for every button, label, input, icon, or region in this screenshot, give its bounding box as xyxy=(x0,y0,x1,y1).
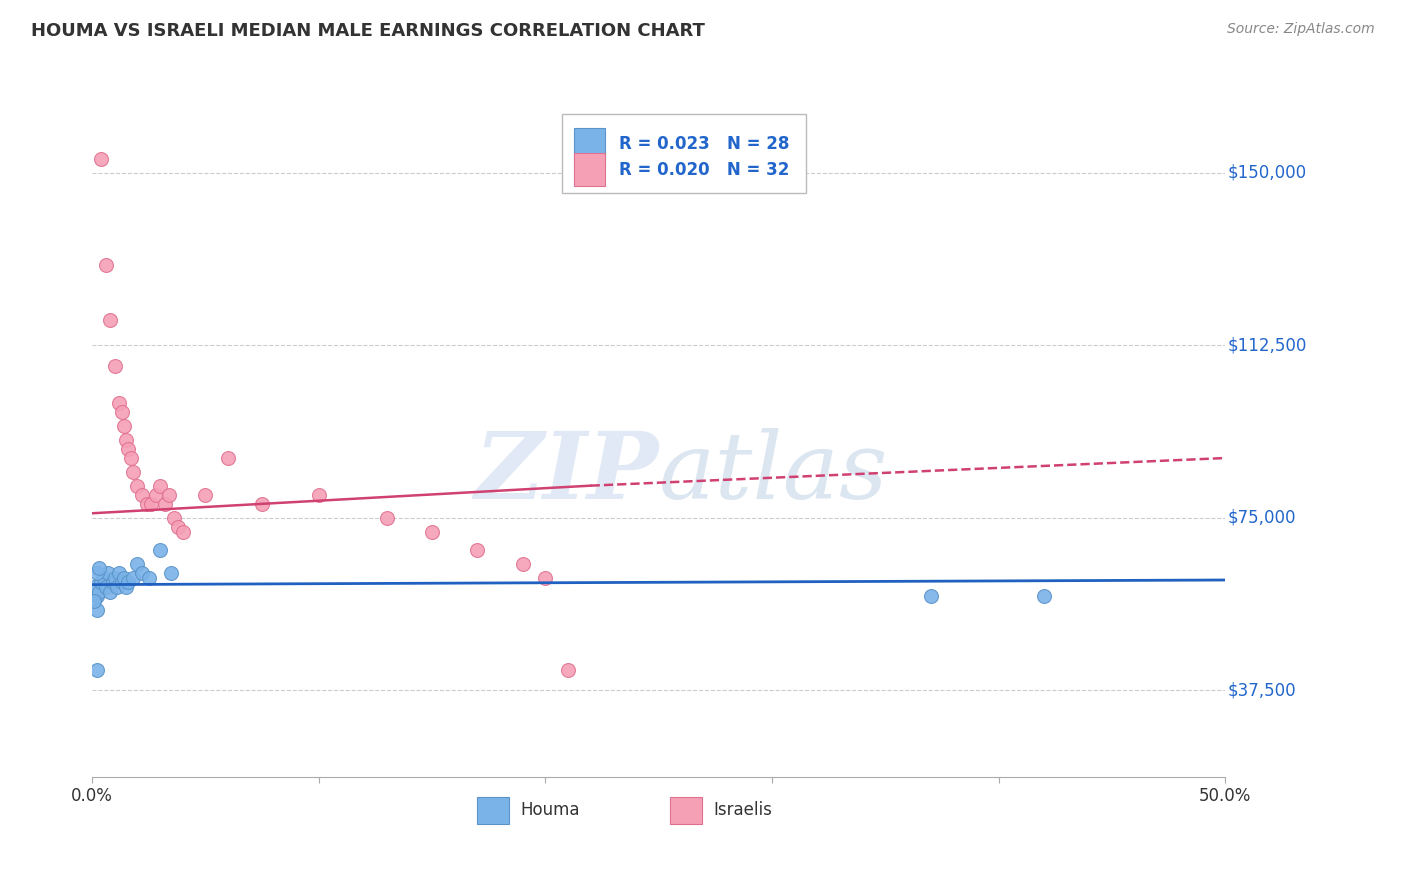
FancyBboxPatch shape xyxy=(671,797,702,823)
Point xyxy=(112,571,135,585)
Point xyxy=(115,433,138,447)
Point xyxy=(1032,589,1054,603)
Point xyxy=(127,557,149,571)
FancyBboxPatch shape xyxy=(478,797,509,823)
Point xyxy=(98,584,121,599)
Point xyxy=(308,488,330,502)
Point xyxy=(120,450,142,465)
Point xyxy=(149,478,172,492)
Point xyxy=(131,488,153,502)
Point xyxy=(160,566,183,580)
Text: $75,000: $75,000 xyxy=(1227,508,1296,527)
Point xyxy=(86,603,108,617)
Text: R = 0.023   N = 28: R = 0.023 N = 28 xyxy=(619,136,789,153)
Point xyxy=(167,520,190,534)
FancyBboxPatch shape xyxy=(562,114,806,194)
Point xyxy=(117,442,139,456)
Point xyxy=(101,575,124,590)
Text: ZIP: ZIP xyxy=(474,428,658,518)
Point xyxy=(127,478,149,492)
Point xyxy=(157,488,180,502)
Point xyxy=(90,575,112,590)
Point xyxy=(149,543,172,558)
Point xyxy=(87,584,110,599)
Text: $150,000: $150,000 xyxy=(1227,163,1306,182)
Text: R = 0.020   N = 32: R = 0.020 N = 32 xyxy=(619,161,789,179)
Point xyxy=(250,497,273,511)
Point xyxy=(172,524,194,539)
Text: HOUMA VS ISRAELI MEDIAN MALE EARNINGS CORRELATION CHART: HOUMA VS ISRAELI MEDIAN MALE EARNINGS CO… xyxy=(31,22,704,40)
Point xyxy=(153,497,176,511)
Point xyxy=(108,396,131,410)
Point xyxy=(194,488,217,502)
Text: Houma: Houma xyxy=(520,802,579,820)
Point xyxy=(534,571,557,585)
Point xyxy=(122,465,145,479)
Point xyxy=(86,566,108,580)
FancyBboxPatch shape xyxy=(574,128,606,161)
Point xyxy=(104,359,127,373)
Point xyxy=(105,580,128,594)
FancyBboxPatch shape xyxy=(574,153,606,186)
Point xyxy=(117,575,139,590)
Point xyxy=(115,580,138,594)
Point xyxy=(87,561,110,575)
Text: Israelis: Israelis xyxy=(713,802,772,820)
Point xyxy=(112,418,135,433)
Point xyxy=(108,566,131,580)
Point xyxy=(98,313,121,327)
Text: $37,500: $37,500 xyxy=(1227,681,1296,699)
Point xyxy=(86,589,108,603)
Point xyxy=(94,258,117,272)
Point xyxy=(122,571,145,585)
Text: $112,500: $112,500 xyxy=(1227,336,1306,354)
Point xyxy=(217,450,239,465)
Point xyxy=(163,511,186,525)
Text: Source: ZipAtlas.com: Source: ZipAtlas.com xyxy=(1227,22,1375,37)
Point xyxy=(83,580,105,594)
Point xyxy=(83,593,105,607)
Point xyxy=(138,571,160,585)
Point xyxy=(420,524,443,539)
Text: atlas: atlas xyxy=(658,428,889,518)
Point xyxy=(145,488,167,502)
Point xyxy=(135,497,157,511)
Point xyxy=(97,566,120,580)
Point xyxy=(111,405,134,419)
Point xyxy=(467,543,489,558)
Point xyxy=(375,511,398,525)
Point xyxy=(86,663,108,677)
Point xyxy=(512,557,534,571)
Point xyxy=(557,663,579,677)
Point xyxy=(104,571,127,585)
Point xyxy=(139,497,162,511)
Point xyxy=(93,571,115,585)
Point xyxy=(920,589,942,603)
Point xyxy=(111,575,134,590)
Point xyxy=(90,152,112,166)
Point xyxy=(131,566,153,580)
Point xyxy=(94,580,117,594)
